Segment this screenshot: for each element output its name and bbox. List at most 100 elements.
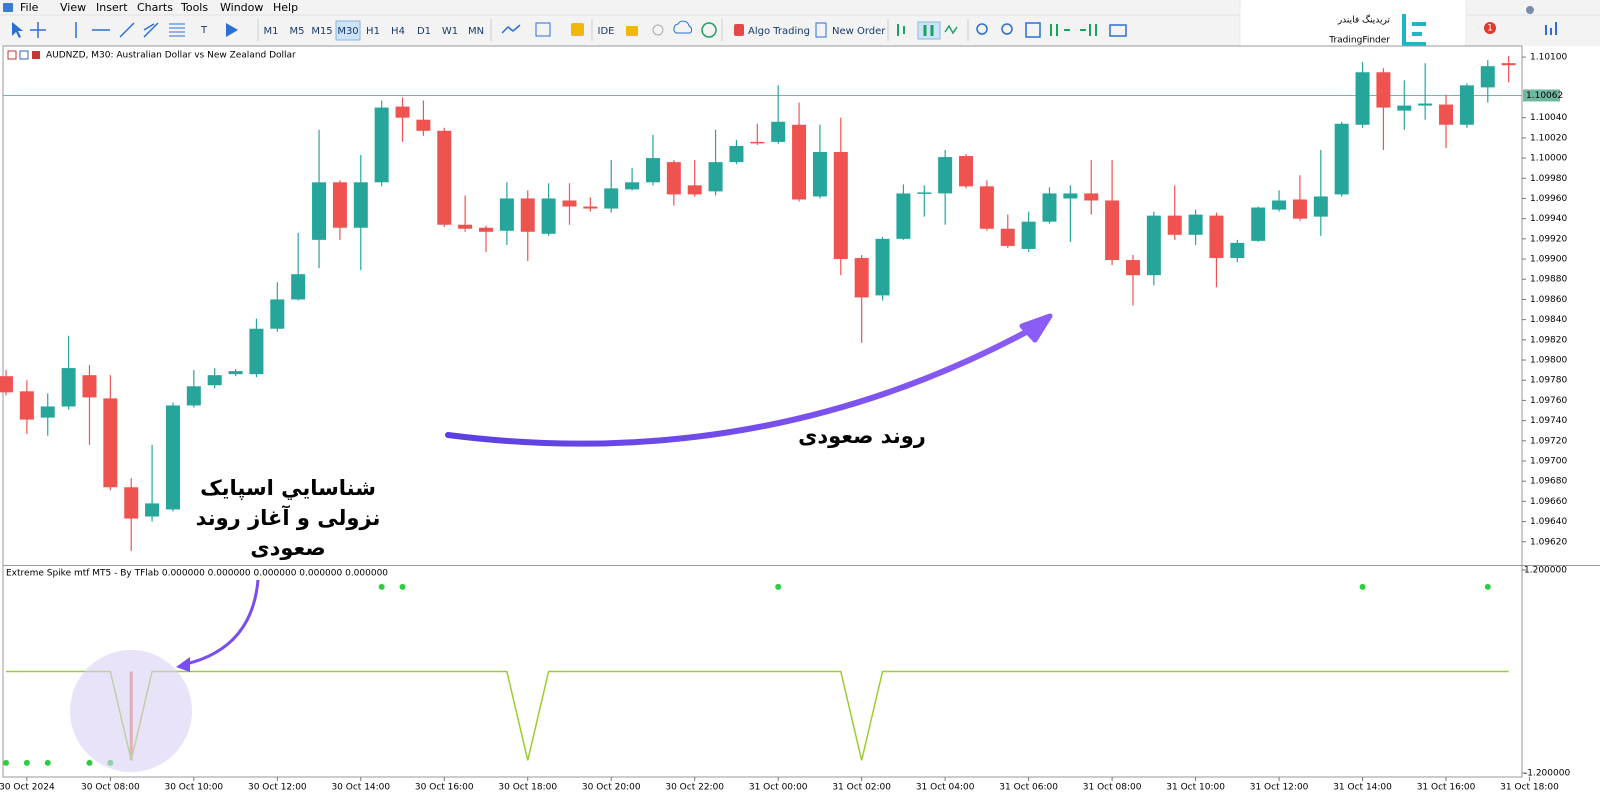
highlight-circle [70, 650, 192, 772]
trendline-icon[interactable] [119, 22, 135, 38]
signals-icon[interactable] [571, 23, 584, 36]
candle-body [1063, 193, 1078, 199]
cursor-icon[interactable] [12, 22, 23, 38]
account-icon[interactable] [1526, 6, 1534, 14]
scroll-icon[interactable] [1050, 24, 1070, 36]
candle-body [792, 124, 807, 200]
time-label: 30 Oct 2024 [0, 783, 55, 793]
candle-body [1292, 199, 1307, 219]
menu-item[interactable]: View [60, 1, 86, 14]
timeframe-button[interactable]: W1 [442, 26, 458, 37]
timeframe-button[interactable]: M1 [264, 26, 279, 37]
candle-body [562, 200, 577, 207]
crosshair-icon[interactable] [30, 22, 46, 38]
price-tick-label: 1.09740 [1530, 416, 1567, 426]
cloud-icon[interactable] [673, 20, 693, 34]
trend-label: روند صعودی [798, 424, 926, 448]
timeframe-button[interactable]: M5 [290, 26, 305, 37]
candles-icon[interactable] [923, 25, 934, 36]
candle-body [708, 162, 723, 192]
algo-icon[interactable] [734, 24, 744, 36]
chart-icon [7, 50, 17, 60]
spike-label: شناسايي اسپايک [200, 476, 376, 500]
timeframe-button[interactable]: D1 [417, 26, 431, 37]
time-label: 31 Oct 08:00 [1083, 783, 1142, 793]
candle-body [437, 130, 452, 225]
shapes-icon[interactable] [226, 23, 238, 37]
radio-icon[interactable] [652, 24, 664, 36]
candle-body [19, 391, 34, 420]
candle-body [1313, 196, 1328, 217]
time-label: 30 Oct 08:00 [81, 783, 140, 793]
candle-body [1334, 123, 1349, 195]
trend-arrow [445, 327, 1033, 447]
time-label: 31 Oct 10:00 [1166, 783, 1225, 793]
order-icon[interactable] [815, 22, 827, 38]
signal-icon [1545, 22, 1557, 35]
tile-icon[interactable] [1025, 22, 1041, 38]
bars-icon[interactable] [897, 24, 905, 36]
line-icon[interactable] [944, 24, 958, 35]
notification-badge[interactable] [1484, 22, 1496, 34]
candle-body [1042, 193, 1057, 222]
chart-type-icon[interactable] [501, 24, 521, 34]
lock-icon[interactable] [626, 26, 638, 36]
zoom-in-icon[interactable] [976, 23, 988, 35]
time-label: 30 Oct 12:00 [248, 783, 307, 793]
price-tick-label: 1.09980 [1530, 174, 1567, 184]
candle-body [583, 206, 598, 209]
candle-body [604, 188, 619, 209]
timeframe-active [335, 20, 361, 41]
indicator-dot [86, 759, 93, 766]
screenshot-icon[interactable] [1109, 24, 1127, 37]
menu-item[interactable]: Help [273, 1, 298, 14]
template-icon[interactable] [535, 22, 551, 37]
zoom-out-icon[interactable] [1001, 23, 1013, 35]
candle-body [499, 198, 514, 231]
price-tick-label: 1.09660 [1530, 497, 1567, 507]
badge-count: 1 [1487, 24, 1493, 34]
menu-item[interactable]: Charts [137, 1, 173, 14]
channel-icon[interactable] [143, 22, 159, 38]
price-tick-label: 1.09640 [1530, 517, 1567, 527]
price-tick-label: 1.10100 [1530, 53, 1567, 63]
candle-body [520, 198, 535, 232]
fibo-icon[interactable] [169, 23, 185, 37]
text-tool-icon[interactable]: T [200, 25, 208, 36]
candle-body [687, 185, 702, 195]
price-tick-label: 1.09900 [1530, 255, 1567, 265]
candle-body [750, 141, 765, 144]
menu-item[interactable]: Insert [96, 1, 128, 14]
timeframe-button[interactable]: H4 [391, 26, 405, 37]
candle-body [541, 198, 556, 234]
time-label: 31 Oct 18:00 [1500, 783, 1559, 793]
vps-icon[interactable] [701, 22, 717, 38]
spike-arrow [185, 579, 260, 666]
candle-body [1355, 72, 1370, 125]
time-label: 31 Oct 16:00 [1417, 783, 1476, 793]
menu-item[interactable]: Window [220, 1, 263, 14]
toolbar-button[interactable]: New Order [832, 26, 886, 37]
candle-body [312, 182, 327, 240]
candles-icon-box[interactable] [917, 21, 941, 40]
shift-icon[interactable] [1080, 24, 1097, 36]
candle-body [625, 182, 640, 190]
timeframe-button[interactable]: H1 [366, 26, 380, 37]
candle-body [1439, 104, 1454, 125]
toolbar-button[interactable]: IDE [598, 26, 615, 37]
candle-body [1084, 193, 1099, 201]
price-tick-label: 1.09720 [1530, 436, 1567, 446]
menu-item[interactable]: Tools [180, 1, 208, 14]
spike-arrowhead [176, 657, 190, 672]
time-label: 30 Oct 18:00 [498, 783, 557, 793]
timeframe-button[interactable]: MN [468, 26, 484, 37]
price-tick-label: 1.09780 [1530, 376, 1567, 386]
toolbar-button[interactable]: Algo Trading [748, 26, 810, 37]
indicator-dot [378, 583, 385, 590]
candle-body [1376, 72, 1391, 108]
timeframe-button[interactable]: M15 [311, 26, 332, 37]
candle-body [0, 376, 13, 393]
menu-item[interactable]: File [20, 1, 39, 14]
timeframe-button[interactable]: M30 [337, 26, 358, 37]
